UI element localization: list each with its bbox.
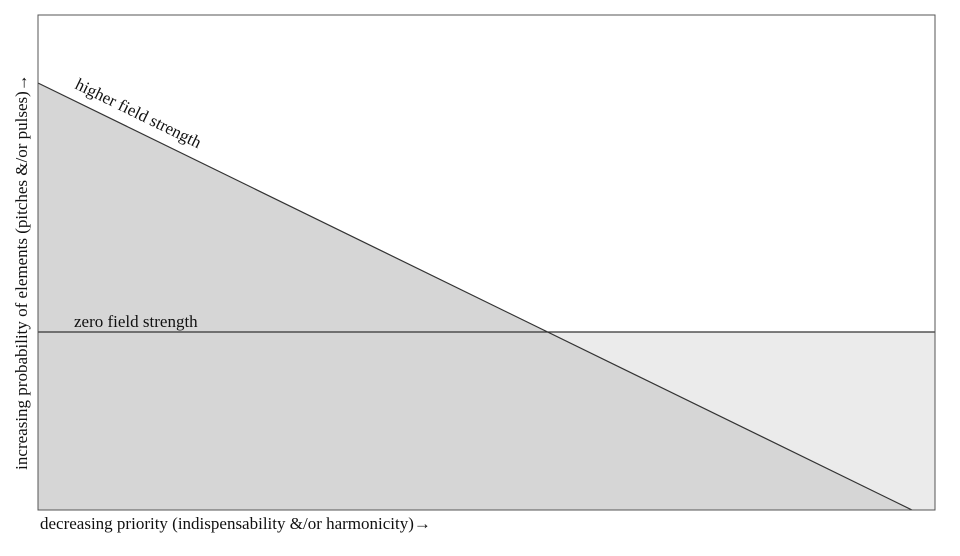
- field-line: [37, 82, 913, 511]
- x-axis-label: decreasing priority (indispensability &/…: [40, 514, 431, 533]
- y-axis-label: increasing probability of elements (pitc…: [12, 74, 31, 470]
- light-region: [548, 332, 935, 510]
- frame-border: [37, 14, 936, 511]
- zero-label: zero field strength: [74, 312, 198, 331]
